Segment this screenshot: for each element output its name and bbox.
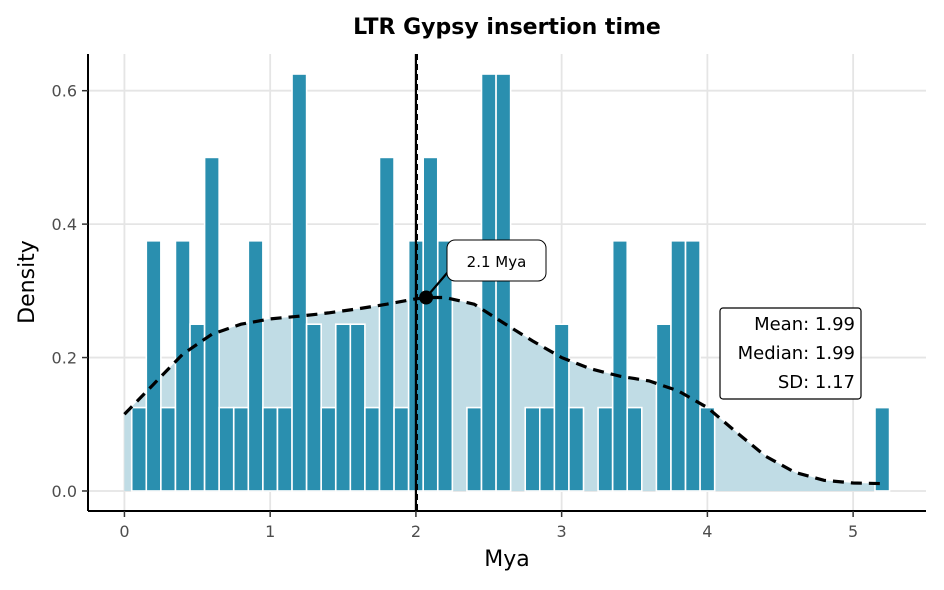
histogram-bar <box>524 406 541 492</box>
x-axis-title: Mya <box>484 547 529 572</box>
histogram-bar <box>174 240 191 492</box>
histogram-bar <box>334 323 352 492</box>
histogram-bar <box>422 156 439 492</box>
stats-median: Median: 1.99 <box>738 343 855 364</box>
peak-label: 2.1 Mya <box>467 253 527 271</box>
histogram-bar <box>130 406 148 492</box>
x-tick-label: 3 <box>557 522 567 541</box>
histogram-bar <box>262 406 279 492</box>
y-tick-label: 0.6 <box>52 82 77 101</box>
stats-box: Mean: 1.99 Median: 1.99 SD: 1.17 <box>719 307 862 400</box>
y-tick-label: 0.0 <box>52 482 77 501</box>
x-tick-label: 4 <box>702 522 712 541</box>
histogram-bar <box>655 323 672 492</box>
histogram-bar <box>247 240 264 492</box>
histogram-bar <box>145 240 162 492</box>
histogram-bar <box>276 406 293 492</box>
vertical-reference-line-group <box>414 54 419 511</box>
histogram-bar <box>684 240 701 492</box>
histogram-bar <box>568 406 585 492</box>
histogram-bar <box>874 406 891 492</box>
x-tick-label: 0 <box>119 522 129 541</box>
histogram-bar <box>553 323 570 492</box>
density-line <box>123 295 883 486</box>
histogram-bar <box>320 406 337 492</box>
histogram-bar <box>611 240 629 492</box>
y-tick-label: 0.2 <box>52 349 77 368</box>
peak-marker-group: 2.1 Mya <box>419 239 547 305</box>
histogram-bar <box>305 323 322 492</box>
histogram-bar <box>699 406 716 492</box>
histogram-bar <box>393 406 410 492</box>
histogram-bar <box>349 323 366 492</box>
histogram-bar <box>378 156 395 492</box>
stats-box-frame <box>719 307 862 400</box>
y-axis-title: Density <box>15 240 40 324</box>
stats-mean: Mean: 1.99 <box>754 314 855 335</box>
axes-group <box>87 54 926 512</box>
stats-sd: SD: 1.17 <box>778 372 855 393</box>
histogram-bars <box>130 73 891 492</box>
chart-title: LTR Gypsy insertion time <box>353 15 661 40</box>
histogram-bar <box>232 406 250 492</box>
histogram-bar <box>218 406 235 492</box>
histogram-bar <box>480 73 497 492</box>
histogram-bar <box>160 406 177 492</box>
histogram-bar <box>364 406 381 492</box>
tick-labels: 0 1 2 3 4 5 0.0 0.2 0.4 0.6 <box>52 82 859 541</box>
histogram-bar <box>466 406 483 492</box>
histogram-bar <box>203 156 220 492</box>
histogram-bar <box>436 240 454 492</box>
histogram-bar <box>495 73 512 492</box>
y-tick-label: 0.4 <box>52 215 77 234</box>
x-tick-label: 1 <box>265 522 275 541</box>
x-tick-label: 5 <box>848 522 858 541</box>
peak-label-box <box>446 239 547 282</box>
histogram-bar <box>626 406 643 492</box>
x-tick-label: 2 <box>411 522 421 541</box>
density-line-group <box>123 295 883 486</box>
histogram-bar <box>538 406 556 492</box>
peak-point <box>419 290 434 305</box>
histogram-bar <box>291 73 308 492</box>
histogram-bar <box>670 240 687 492</box>
histogram-bar <box>597 406 614 492</box>
